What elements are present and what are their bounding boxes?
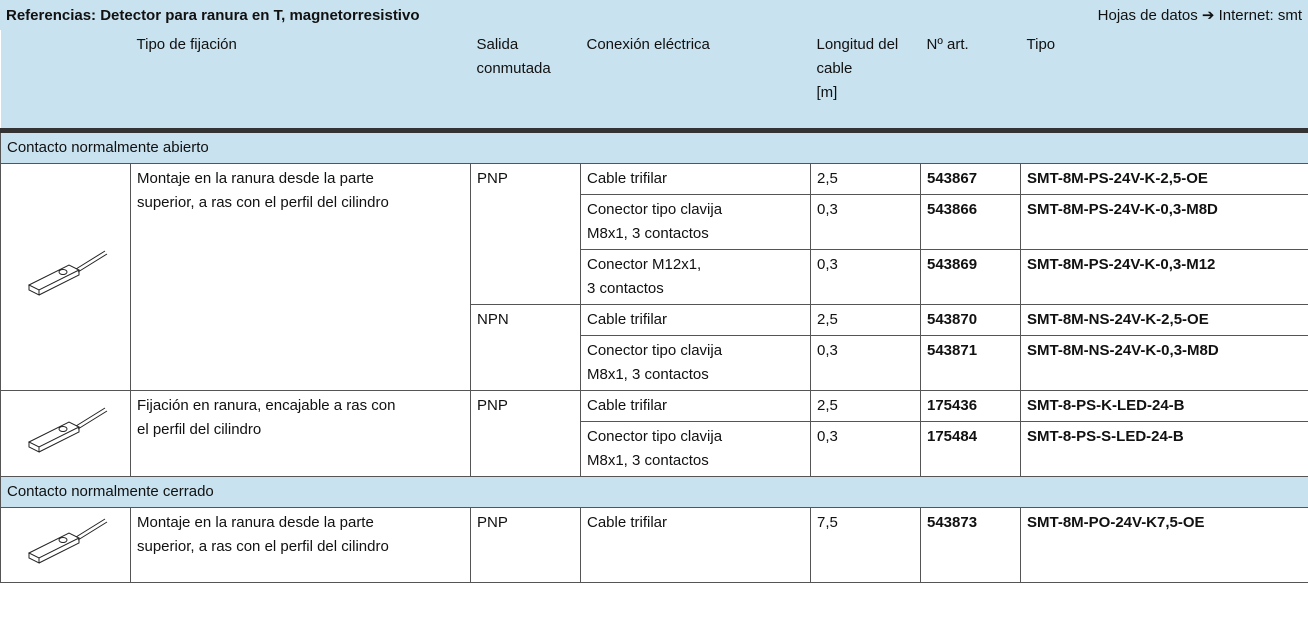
connection: Cable trifilar: [580, 507, 811, 583]
table-row: Conector tipo clavija M8x1, 3 contactos 0…: [1, 194, 1308, 250]
part-number: 175484: [920, 421, 1021, 477]
column-header: Tipo de fijación: [130, 30, 471, 133]
sensor-icon: [27, 250, 107, 296]
cable-length: 0,3: [810, 421, 921, 477]
output: PNP: [470, 390, 581, 477]
output: NPN: [470, 304, 581, 391]
connection: Conector tipo clavija M8x1, 3 contactos: [580, 194, 811, 250]
mounting: Montaje en la ranura desde la parte supe…: [130, 507, 471, 583]
table-row: Conector tipo clavija M8x1, 3 contactos 0…: [1, 335, 1308, 391]
part-number: 543871: [920, 335, 1021, 391]
type-code: SMT-8M-NS-24V-K-0,3-M8D: [1020, 335, 1308, 391]
output: PNP: [470, 163, 581, 305]
part-number: 543870: [920, 304, 1021, 336]
sensor-icon: [27, 407, 107, 453]
connection: Cable trifilar: [580, 304, 811, 336]
part-number: 543867: [920, 163, 1021, 195]
connection: Conector tipo clavija M8x1, 3 contactos: [580, 335, 811, 391]
column-header: Salida conmutada: [470, 30, 581, 133]
datasheet-link: Hojas de datos ➔ Internet: smt: [1097, 7, 1302, 24]
cable-length: 2,5: [810, 163, 921, 195]
header-cell: [0, 30, 131, 133]
table-row: Conector M12x1, 3 contactos 0,3 543869 SMT-…: [1, 249, 1308, 305]
cable-length: 0,3: [810, 249, 921, 305]
output: PNP: [470, 507, 581, 583]
connection: Cable trifilar: [580, 163, 811, 195]
column-header: Conexión eléctrica: [580, 30, 811, 133]
table-row: Tipo de fijación Salida conmutada Conexión…: [0, 30, 1308, 133]
type-code: SMT-8-PS-K-LED-24-B: [1020, 390, 1308, 422]
part-number: 543869: [920, 249, 1021, 305]
cable-length: 7,5: [810, 507, 921, 583]
cable-length: 0,3: [810, 335, 921, 391]
icon-cell: [0, 507, 131, 583]
type-code: SMT-8M-PO-24V-K7,5-OE: [1020, 507, 1308, 583]
header-bar: Referencias: Detector para ranura en T, …: [0, 0, 1308, 30]
table-row: Contacto normalmente cerrado: [0, 476, 1308, 508]
table-row: Contacto normalmente abierto: [0, 130, 1308, 164]
connection: Cable trifilar: [580, 390, 811, 422]
mounting: Fijación en ranura, encajable a ras con …: [130, 390, 471, 477]
type-code: SMT-8M-PS-24V-K-0,3-M12: [1020, 249, 1308, 305]
cable-length: 2,5: [810, 304, 921, 336]
icon-cell: [0, 390, 131, 477]
type-code: SMT-8M-PS-24V-K-0,3-M8D: [1020, 194, 1308, 250]
mounting: Montaje en la ranura desde la parte supe…: [130, 163, 471, 391]
type-code: SMT-8-PS-S-LED-24-B: [1020, 421, 1308, 477]
section-label: Contacto normalmente cerrado: [0, 476, 1308, 508]
title: Referencias: Detector para ranura en T, …: [6, 6, 420, 24]
type-code: SMT-8M-NS-24V-K-2,5-OE: [1020, 304, 1308, 336]
parts-table: Tipo de fijación Salida conmutada Conexión…: [0, 30, 1308, 583]
cable-length: 2,5: [810, 390, 921, 422]
connection: Conector tipo clavija M8x1, 3 contactos: [580, 421, 811, 477]
section-label: Contacto normalmente abierto: [0, 130, 1308, 164]
part-number: 543873: [920, 507, 1021, 583]
sensor-icon: [27, 518, 107, 564]
table-row: Montaje en la ranura desde la parte supe…: [0, 507, 1308, 583]
connection: Conector M12x1, 3 contactos: [580, 249, 811, 305]
part-number: 543866: [920, 194, 1021, 250]
icon-cell: [0, 163, 131, 391]
column-header: Tipo: [1020, 30, 1308, 133]
part-number: 175436: [920, 390, 1021, 422]
cable-length: 0,3: [810, 194, 921, 250]
table-row: Montaje en la ranura desde la parte supe…: [0, 163, 1308, 391]
type-code: SMT-8M-PS-24V-K-2,5-OE: [1020, 163, 1308, 195]
table-row: Fijación en ranura, encajable a ras con …: [0, 390, 1308, 477]
column-header: Nº art.: [920, 30, 1021, 133]
column-header: Longitud del cable [m]: [810, 30, 921, 133]
